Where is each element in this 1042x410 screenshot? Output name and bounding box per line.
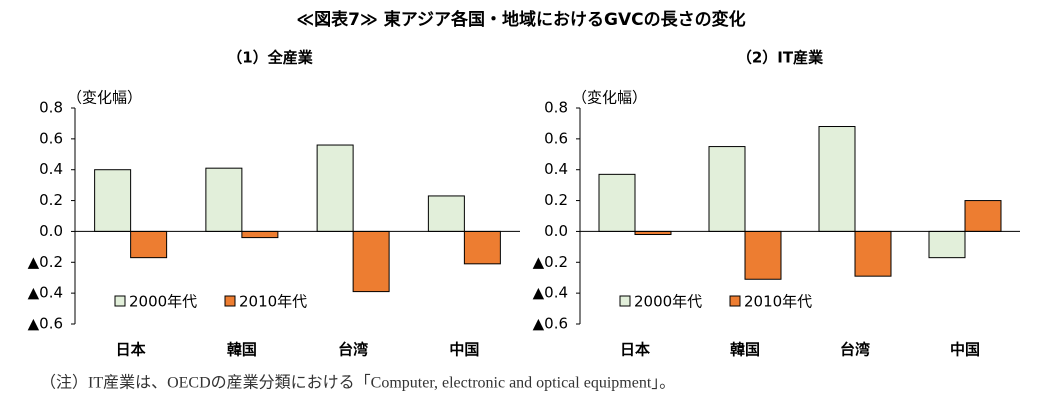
bar: [463, 230, 501, 265]
y-tick-label: 0.8: [39, 99, 63, 117]
y-tick-label: ▲0.6: [28, 315, 63, 333]
bar: [598, 173, 636, 232]
y-tick-label: 0.4: [544, 160, 568, 178]
y-tick-label: ▲0.2: [533, 253, 568, 271]
y-axis-label: （変化幅）: [572, 89, 647, 107]
x-tick-label: 日本: [620, 341, 650, 359]
bar: [928, 230, 966, 259]
y-tick-label: 0.6: [544, 129, 568, 147]
note: （注）IT産業は、OECDの産業分類における「Computer, electro…: [40, 374, 675, 392]
legend-swatch: [224, 295, 236, 307]
page-title: ≪図表7≫ 東アジア各国・地域におけるGVCの長さの変化: [296, 9, 745, 30]
bar: [205, 167, 243, 232]
bar: [130, 230, 168, 259]
legend-label: 2000年代: [634, 293, 702, 311]
y-tick-label: 0.0: [544, 222, 568, 240]
x-tick-label: 韓国: [227, 341, 257, 359]
legend-label: 2010年代: [239, 293, 307, 311]
legend-label: 2010年代: [744, 293, 812, 311]
bar: [241, 230, 279, 239]
y-tick-label: 0.4: [39, 160, 63, 178]
y-tick-label: ▲0.2: [28, 253, 63, 271]
y-tick-label: 0.0: [39, 222, 63, 240]
y-tick-label: ▲0.6: [533, 315, 568, 333]
x-tick-label: 台湾: [840, 341, 870, 359]
x-tick-label: 中国: [449, 341, 479, 359]
y-tick-label: 0.8: [544, 99, 568, 117]
legend-swatch: [729, 295, 741, 307]
y-tick-label: 0.6: [39, 129, 63, 147]
chart-title: （1）全産業: [227, 49, 313, 67]
bar: [708, 146, 746, 232]
x-tick-label: 台湾: [338, 341, 368, 359]
bar: [316, 144, 354, 232]
bar: [964, 200, 1002, 232]
bar: [744, 230, 782, 280]
legend-swatch: [619, 295, 631, 307]
x-tick-label: 中国: [950, 341, 980, 359]
bar: [818, 126, 856, 232]
legend-label: 2000年代: [129, 293, 197, 311]
y-tick-label: 0.2: [39, 191, 63, 209]
bar: [94, 169, 132, 232]
bar: [352, 230, 390, 293]
bar: [854, 230, 892, 277]
y-tick-label: ▲0.4: [533, 284, 568, 302]
y-axis-label: （変化幅）: [67, 89, 142, 107]
x-tick-label: 韓国: [730, 341, 760, 359]
x-tick-label: 日本: [116, 341, 146, 359]
y-tick-label: ▲0.4: [28, 284, 63, 302]
legend-swatch: [114, 295, 126, 307]
bar: [427, 195, 465, 232]
chart-title: （2）IT産業: [737, 49, 824, 67]
y-tick-label: 0.2: [544, 191, 568, 209]
